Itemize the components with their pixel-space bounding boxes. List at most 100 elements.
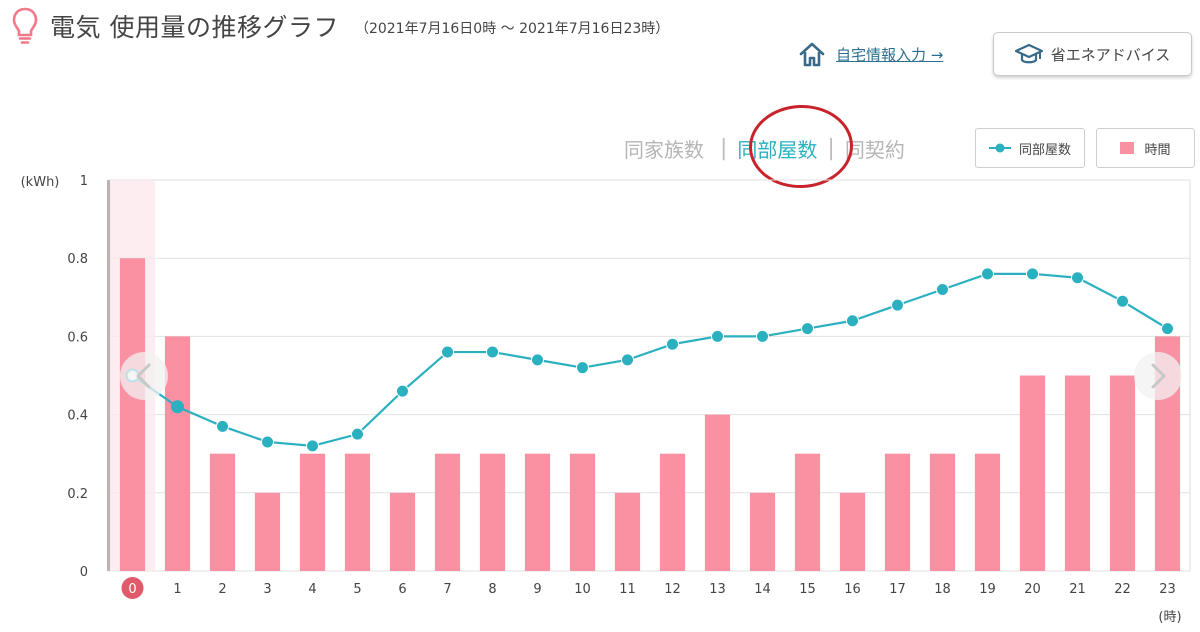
line-point: [351, 427, 364, 441]
legend-line-swatch-icon: [988, 143, 1011, 153]
x-tick-label: 12: [664, 582, 681, 597]
line-point: [1161, 322, 1174, 336]
x-tick-label: 23: [1159, 582, 1176, 597]
line-point: [306, 439, 319, 453]
y-tick-label: 0: [80, 565, 88, 580]
legend-bar-label: 時間: [1144, 142, 1171, 158]
bar: [299, 453, 326, 571]
tab-separator: |: [827, 135, 835, 161]
x-tick-label: 5: [353, 582, 361, 597]
y-tick-label: 0.8: [67, 252, 88, 267]
bar: [164, 336, 191, 571]
x-tick-label: 9: [533, 582, 541, 597]
x-tick-label: 6: [398, 582, 406, 597]
x-tick-label: 18: [934, 582, 951, 597]
bar: [1109, 375, 1136, 571]
bar: [389, 492, 416, 571]
line-point: [936, 282, 949, 296]
x-tick-label: 11: [619, 582, 636, 597]
bar: [839, 492, 866, 571]
tab-same-contract[interactable]: 同契約: [844, 137, 905, 162]
y-tick-label: 1: [80, 174, 88, 189]
line-point: [486, 345, 499, 359]
bar: [254, 492, 281, 571]
x-tick-label: 13: [709, 582, 726, 597]
line-point: [1116, 294, 1129, 308]
line-point: [756, 329, 769, 343]
bar: [1064, 375, 1091, 571]
tab-same-room-count[interactable]: 同部屋数: [737, 137, 818, 162]
y-axis-label: (kWh): [21, 175, 60, 190]
line-point: [171, 400, 184, 414]
date-range: （2021年7月16日0時 ～ 2021年7月16日23時）: [354, 21, 670, 37]
prev-button-bg: [120, 352, 168, 400]
line-point: [1026, 267, 1039, 281]
x-tick-label: 0: [128, 582, 136, 597]
legend-toggle-room-count[interactable]: 同部屋数: [975, 128, 1085, 168]
compare-tabs: 同家族数 | 同部屋数 | 同契約: [624, 131, 905, 165]
bar: [479, 453, 506, 571]
x-tick-label: 22: [1114, 582, 1131, 597]
graduation-cap-icon: [1014, 43, 1043, 64]
bar: [704, 414, 731, 571]
x-tick-label: 19: [979, 582, 996, 597]
line-point: [981, 267, 994, 281]
x-tick-label: 20: [1024, 582, 1041, 597]
bar: [749, 492, 776, 571]
bar: [794, 453, 821, 571]
x-tick-label: 8: [488, 582, 496, 597]
legend-bar-swatch-icon: [1120, 142, 1135, 154]
x-tick-label: 16: [844, 582, 861, 597]
x-tick-label: 21: [1069, 582, 1086, 597]
line-point: [216, 419, 229, 433]
bar: [524, 453, 551, 571]
x-tick-label: 14: [754, 582, 771, 597]
series-line: [131, 272, 1169, 447]
line-point: [531, 353, 544, 367]
line-point: [801, 322, 814, 336]
prev-button[interactable]: [120, 352, 168, 400]
chevron-right-icon: [1151, 363, 1166, 389]
next-button-bg: [1134, 352, 1182, 400]
legend-toggle-hourly[interactable]: 時間: [1096, 128, 1195, 168]
y-tick-label: 0.6: [67, 330, 88, 345]
bar: [884, 453, 911, 571]
line-point: [711, 329, 724, 343]
bar: [614, 492, 641, 571]
tab-separator: |: [720, 135, 728, 161]
legend-line-label: 同部屋数: [1018, 142, 1071, 158]
bar: [209, 453, 236, 571]
energy-advice-button[interactable]: 省エネアドバイス: [993, 32, 1192, 76]
page-header: 電気 使用量の推移グラフ （2021年7月16日0時 ～ 2021年7月16日2…: [10, 6, 669, 46]
bar: [659, 453, 686, 571]
bar: [569, 453, 596, 571]
bar: [344, 453, 371, 571]
energy-advice-label: 省エネアドバイス: [1050, 45, 1171, 64]
line-point: [1071, 271, 1084, 285]
line-point: [576, 361, 589, 375]
line-point: [846, 314, 859, 328]
lightbulb-icon: [12, 7, 38, 44]
bar: [929, 453, 956, 571]
bar: [1019, 375, 1046, 571]
x-tick-label: 4: [308, 582, 316, 597]
home-info-link[interactable]: 自宅情報入力 →: [798, 40, 943, 68]
line-point: [396, 384, 409, 398]
next-button[interactable]: [1134, 352, 1182, 400]
line-point: [261, 435, 274, 449]
selection-edge-marker: [107, 180, 110, 571]
home-info-label[interactable]: 自宅情報入力 →: [836, 45, 944, 64]
selected-hour-badge: [121, 577, 144, 599]
line-point: [441, 345, 454, 359]
x-tick-label: 3: [263, 582, 271, 597]
x-tick-label: 15: [799, 582, 816, 597]
x-tick-label: 1: [173, 582, 181, 597]
x-tick-label: 10: [574, 582, 591, 597]
chevron-left-icon: [136, 363, 151, 389]
line-point: [891, 298, 904, 312]
x-tick-label: 2: [218, 582, 226, 597]
bar: [974, 453, 1001, 571]
home-icon: [799, 42, 825, 67]
x-axis-label: (時): [1158, 610, 1181, 625]
tab-same-family-size[interactable]: 同家族数: [624, 137, 704, 162]
